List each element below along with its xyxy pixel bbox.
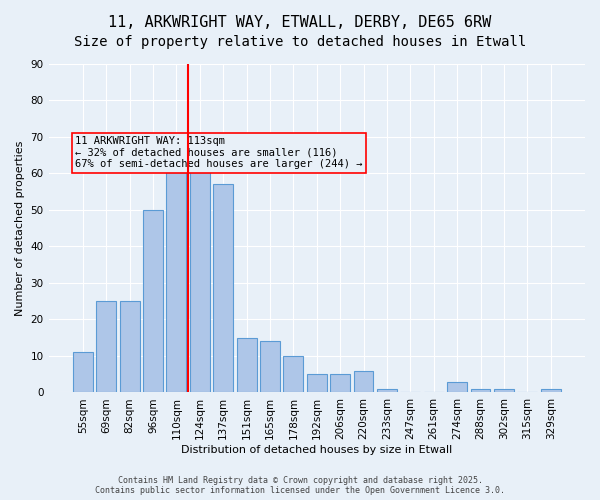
- Bar: [283, 356, 304, 393]
- Bar: [213, 184, 233, 392]
- Text: 11 ARKWRIGHT WAY: 113sqm
← 32% of detached houses are smaller (116)
67% of semi-: 11 ARKWRIGHT WAY: 113sqm ← 32% of detach…: [76, 136, 363, 170]
- Bar: [541, 389, 560, 392]
- Bar: [190, 134, 210, 392]
- Bar: [166, 159, 187, 392]
- Bar: [236, 338, 257, 392]
- Bar: [120, 301, 140, 392]
- Bar: [470, 389, 490, 392]
- Text: 11, ARKWRIGHT WAY, ETWALL, DERBY, DE65 6RW: 11, ARKWRIGHT WAY, ETWALL, DERBY, DE65 6…: [109, 15, 491, 30]
- Bar: [494, 389, 514, 392]
- Text: Contains HM Land Registry data © Crown copyright and database right 2025.
Contai: Contains HM Land Registry data © Crown c…: [95, 476, 505, 495]
- Bar: [260, 342, 280, 392]
- Text: Size of property relative to detached houses in Etwall: Size of property relative to detached ho…: [74, 35, 526, 49]
- Bar: [97, 301, 116, 392]
- Bar: [377, 389, 397, 392]
- Bar: [330, 374, 350, 392]
- Bar: [447, 382, 467, 392]
- Bar: [143, 210, 163, 392]
- Bar: [73, 352, 93, 393]
- Y-axis label: Number of detached properties: Number of detached properties: [15, 140, 25, 316]
- Bar: [353, 370, 373, 392]
- X-axis label: Distribution of detached houses by size in Etwall: Distribution of detached houses by size …: [181, 445, 452, 455]
- Bar: [307, 374, 327, 392]
